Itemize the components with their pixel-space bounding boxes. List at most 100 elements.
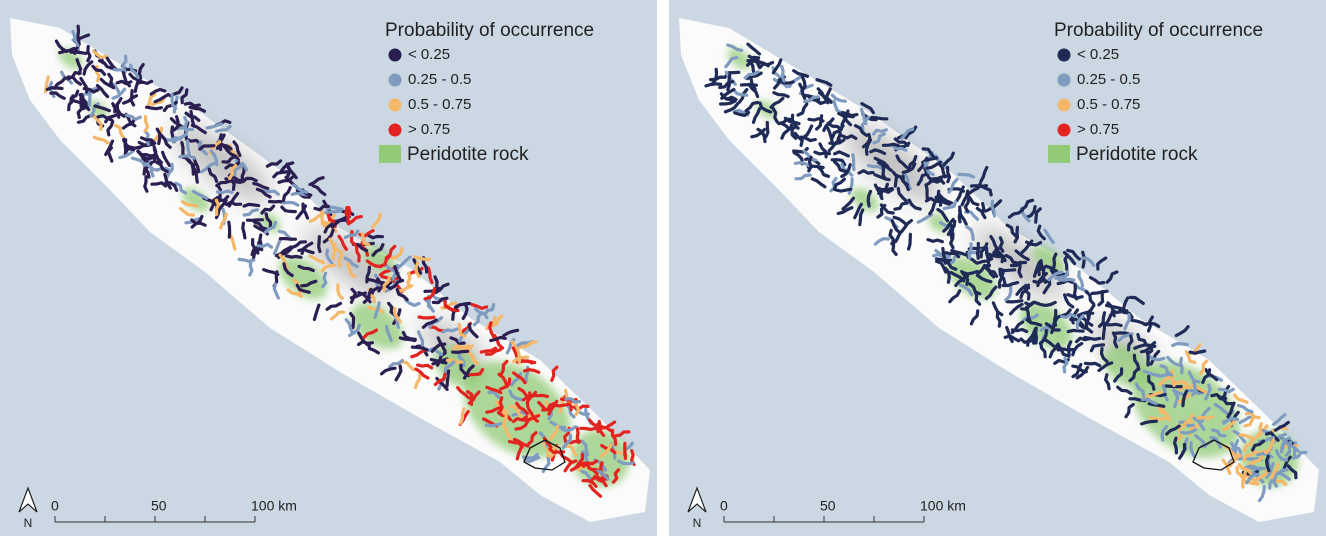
stream	[1282, 455, 1292, 472]
stream	[721, 94, 738, 102]
stream	[793, 160, 812, 168]
stream	[355, 244, 361, 263]
stream	[1117, 332, 1134, 343]
stream	[380, 366, 397, 376]
stream	[1063, 253, 1069, 272]
stream	[723, 102, 740, 114]
peridotite-area	[181, 187, 210, 212]
stream	[121, 54, 128, 72]
stream	[896, 186, 908, 203]
stream	[893, 201, 909, 211]
stream	[430, 342, 447, 353]
stream	[1145, 390, 1163, 399]
legend-label: Peridotite rock	[1076, 144, 1198, 165]
stream	[284, 254, 303, 259]
stream	[301, 202, 310, 220]
stream	[92, 135, 110, 145]
stream	[150, 95, 166, 106]
stream	[732, 88, 749, 97]
stream	[180, 88, 189, 105]
stream	[490, 314, 504, 328]
stream	[228, 164, 238, 181]
stream	[237, 257, 256, 263]
stream	[1014, 249, 1030, 262]
stream	[365, 259, 383, 269]
stream	[152, 147, 163, 165]
stream	[337, 234, 348, 251]
stream	[877, 160, 893, 173]
scale-label: 100 km	[251, 498, 297, 514]
stream	[704, 82, 723, 88]
stream	[916, 213, 933, 224]
stream	[1124, 403, 1135, 419]
stream	[833, 150, 850, 158]
stream	[1241, 470, 1247, 489]
stream	[1020, 239, 1034, 254]
stream	[445, 369, 451, 388]
stream	[1001, 281, 1020, 288]
stream	[172, 115, 180, 132]
stream	[421, 318, 438, 329]
stream	[1191, 379, 1198, 397]
stream	[221, 154, 238, 164]
stream	[979, 242, 989, 259]
stream	[413, 372, 422, 390]
stream	[417, 315, 436, 320]
stream	[1217, 387, 1235, 394]
stream	[1005, 299, 1024, 304]
stream	[892, 215, 909, 227]
stream	[947, 178, 959, 194]
stream	[541, 401, 557, 412]
stream	[295, 283, 311, 294]
legend-title: Probability of occurrence	[385, 20, 594, 41]
legend-swatch	[388, 73, 402, 87]
stream	[851, 153, 856, 172]
stream	[467, 323, 479, 339]
stream	[1257, 485, 1266, 503]
stream	[1007, 208, 1024, 219]
stream	[565, 402, 576, 419]
stream	[926, 238, 944, 244]
stream	[154, 160, 169, 174]
stream	[431, 296, 449, 305]
stream	[904, 125, 918, 140]
stream	[143, 175, 149, 193]
stream	[52, 76, 67, 90]
stream	[907, 198, 922, 211]
stream	[959, 283, 974, 297]
stream	[1057, 344, 1070, 358]
stream	[1072, 282, 1079, 301]
stream	[1004, 285, 1013, 302]
stream	[1022, 313, 1039, 322]
stream	[860, 102, 875, 115]
stream	[54, 39, 69, 53]
stream	[424, 286, 437, 301]
stream	[594, 469, 610, 481]
stream	[1043, 228, 1055, 245]
stream	[1243, 413, 1255, 428]
stream	[1244, 473, 1260, 486]
stream	[751, 107, 762, 124]
stream	[277, 175, 294, 184]
stream	[899, 219, 913, 234]
stream	[189, 109, 196, 128]
stream	[970, 184, 989, 189]
stream	[73, 99, 89, 110]
stream	[1096, 256, 1108, 271]
stream	[847, 177, 854, 195]
stream	[66, 71, 82, 81]
stream	[349, 287, 357, 304]
stream	[384, 244, 397, 260]
stream	[329, 310, 346, 321]
stream	[581, 479, 598, 488]
stream	[522, 368, 541, 374]
stream	[272, 170, 289, 179]
stream	[1004, 254, 1020, 265]
stream	[853, 124, 868, 137]
stream	[343, 229, 360, 240]
stream	[945, 256, 958, 271]
stream	[1034, 326, 1039, 345]
stream	[733, 110, 751, 117]
stream	[569, 461, 587, 472]
stream	[834, 187, 853, 193]
